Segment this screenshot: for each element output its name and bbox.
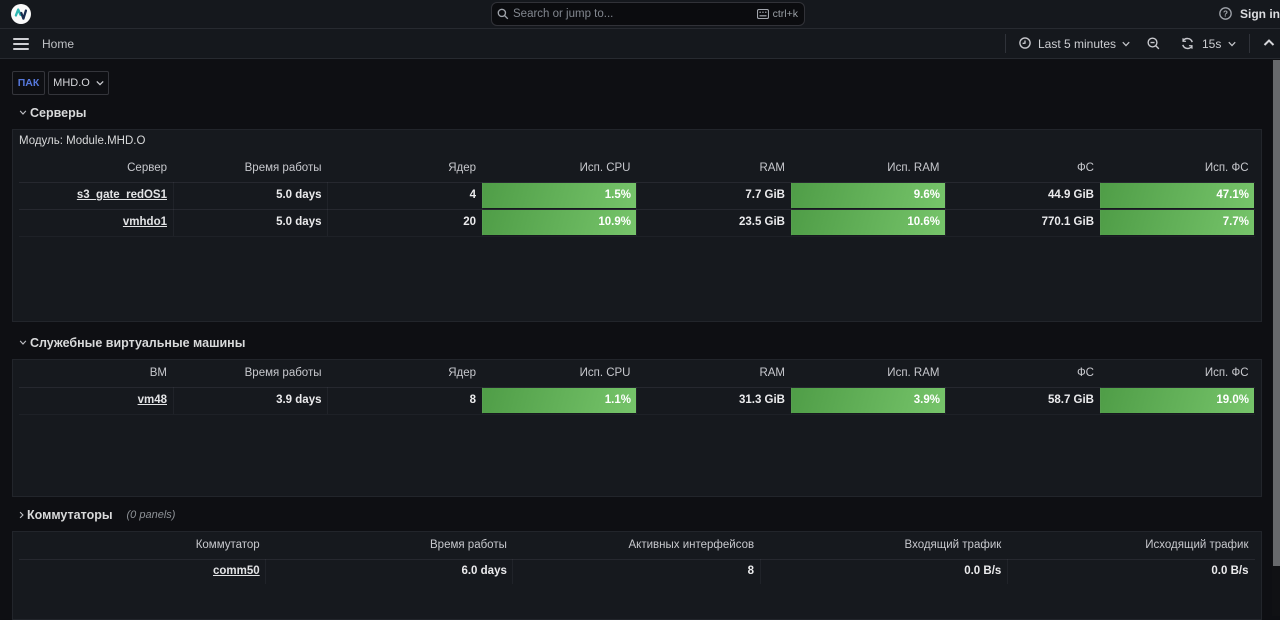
svg-text:?: ?	[1223, 10, 1228, 19]
